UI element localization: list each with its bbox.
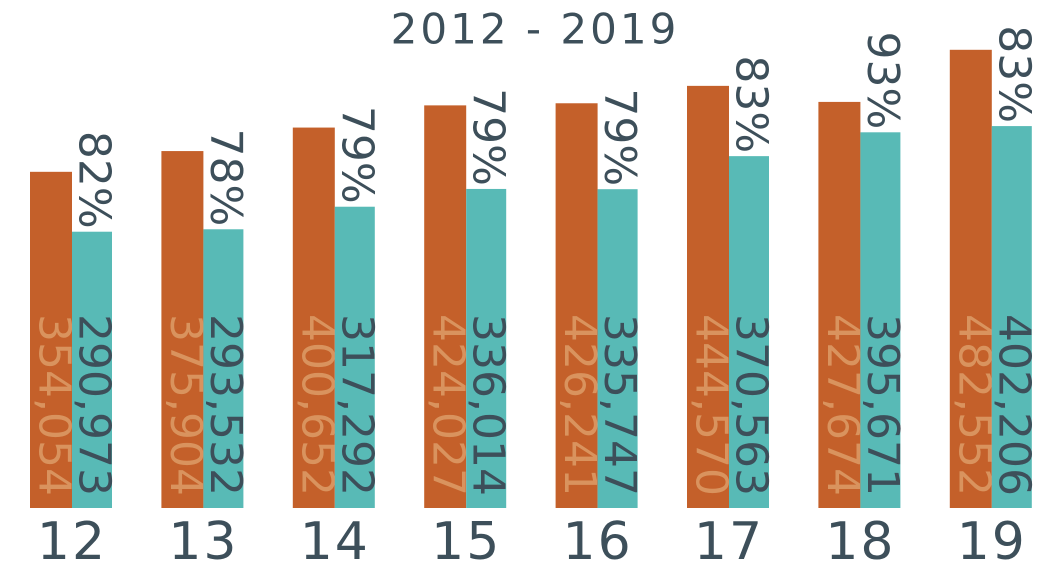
percent-label: 79% [463, 88, 514, 186]
value-label: 426,241 [554, 314, 605, 496]
value-label: 395,671 [857, 314, 908, 496]
x-tick-label: 13 [168, 512, 238, 571]
value-label: 290,973 [69, 314, 120, 496]
percent-label: 83% [988, 25, 1039, 123]
bar [72, 231, 112, 509]
percent-label: 79% [331, 106, 382, 204]
value-label: 370,563 [726, 314, 777, 496]
x-tick-label: 17 [694, 512, 764, 571]
x-tick-label: 16 [563, 512, 633, 571]
bar [334, 206, 375, 508]
value-label: 317,292 [331, 314, 382, 496]
value-label: 424,027 [423, 314, 474, 496]
bar [161, 151, 204, 509]
bar [729, 156, 769, 508]
x-tick-label: 19 [957, 512, 1027, 571]
percent-label: 78% [200, 128, 251, 226]
bar [949, 49, 992, 509]
value-label: 444,570 [686, 314, 737, 496]
bar [466, 188, 507, 508]
x-tick-label: 14 [300, 512, 370, 571]
bar [597, 189, 638, 508]
value-label: 402,206 [988, 314, 1039, 496]
bar [424, 105, 467, 508]
bar [203, 229, 244, 508]
bar [30, 171, 72, 508]
percent-label: 79% [594, 88, 645, 186]
bar [991, 126, 1032, 508]
value-label: 482,552 [948, 314, 999, 496]
bar [818, 101, 861, 508]
value-label: 400,652 [291, 314, 342, 496]
bar [292, 127, 335, 509]
percent-label: 93% [857, 32, 908, 130]
bar [860, 132, 901, 509]
value-label: 375,904 [160, 314, 211, 496]
value-label: 335,747 [594, 314, 645, 496]
bar [555, 103, 598, 508]
value-label: 427,674 [817, 314, 868, 496]
value-label: 293,532 [200, 314, 251, 496]
value-label: 336,014 [463, 314, 514, 496]
value-label: 354,054 [29, 314, 80, 496]
x-tick-label: 12 [37, 512, 107, 571]
x-tick-label: 15 [431, 512, 501, 571]
chart-title: 2012 - 2019 [391, 5, 680, 54]
percent-label: 83% [726, 55, 777, 153]
x-tick-label: 18 [825, 512, 895, 571]
percent-label: 82% [69, 131, 120, 229]
bar [687, 85, 729, 508]
